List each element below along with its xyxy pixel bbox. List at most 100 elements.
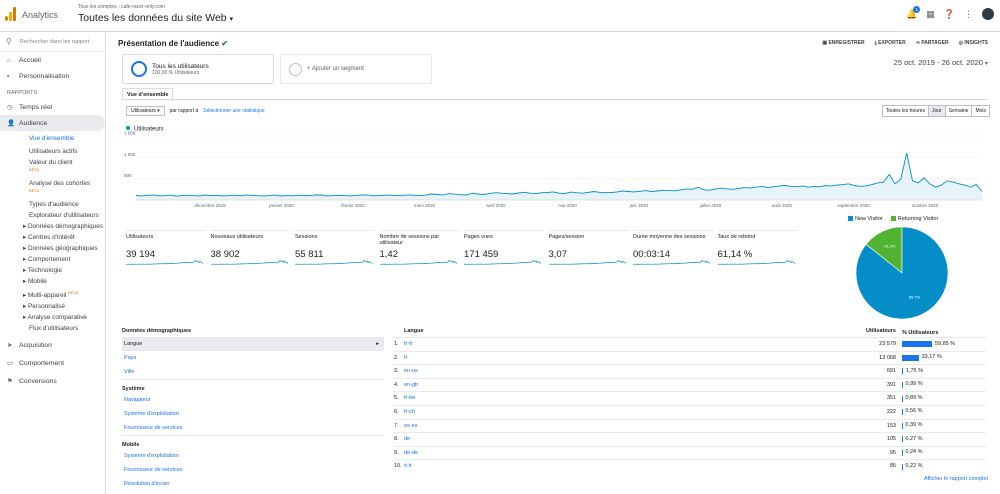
row-language-link[interactable]: de [404, 436, 411, 443]
metric-card[interactable]: Taux de rebond 61,14 % [717, 230, 798, 265]
metric-card[interactable]: Nouveaux utilisateurs 38 902 [210, 230, 291, 265]
dim-mobile-os[interactable]: Système d'exploitation [124, 453, 179, 459]
search-input[interactable]: Rechercher dans les rapport [19, 38, 90, 45]
nav-user-explorer[interactable]: Explorateur d'utilisateurs [29, 212, 99, 220]
period-week[interactable]: Semaine [944, 105, 973, 117]
segment-all-users[interactable]: Tous les utilisateurs 100,00 % Utilisate… [122, 54, 274, 84]
avatar[interactable] [982, 8, 994, 20]
legend-new-label: New Visitor [855, 216, 883, 222]
nav-custom[interactable]: ▸ Personnalisé [0, 301, 105, 312]
row-language-link[interactable]: es-es [404, 422, 418, 429]
pie-slice-new-visitor[interactable] [855, 226, 949, 320]
nav-interests-label: Centres d'intérêt [27, 234, 75, 242]
nav-conversions[interactable]: ⚑ Conversions [0, 373, 105, 389]
save-button[interactable]: ▣ ENREGISTRER [822, 40, 864, 46]
period-toggle: Toutes les heures Jour Semaine Mois [881, 105, 990, 117]
visitor-pie-chart[interactable]: 14,3% 85,7% [854, 225, 950, 321]
caret-down-icon: ▾ [984, 61, 988, 67]
dim-country[interactable]: Pays [124, 355, 137, 361]
sidebar-search[interactable]: ⚲ Rechercher dans les rapport [0, 32, 105, 52]
share-button[interactable]: ⋖ PARTAGER [916, 40, 949, 46]
dim-screen-resolution[interactable]: Résolution d'écran [124, 481, 170, 487]
dim-city[interactable]: Ville [124, 369, 135, 375]
dimension-list: Données démographiques Langue Pays Ville… [122, 328, 384, 491]
nav-active-users[interactable]: Utilisateurs actifs [29, 148, 78, 155]
view-selector[interactable]: Toutes les données du site Web ▾ [78, 12, 233, 24]
tab-overview[interactable]: Vue d'ensemble [122, 88, 174, 101]
row-pct: 0,89 % [902, 392, 986, 405]
metric-sparkline [633, 259, 711, 265]
metric-card[interactable]: Nombre de sessions par utilisateur 1,42 [379, 230, 460, 265]
nav-demographics[interactable]: ▸ Données démographiques [0, 221, 105, 232]
dim-service-provider[interactable]: Fournisseur de services [124, 425, 183, 431]
dim-mobile-provider[interactable]: Fournisseur de services [124, 467, 183, 473]
metric-card[interactable]: Durée moyenne des sessions 00:03:14 [633, 230, 713, 265]
row-language-link[interactable]: it-it [404, 463, 412, 470]
nav-technology[interactable]: ▸ Technologie [0, 265, 105, 276]
nav-home[interactable]: ⌂ Accueil [0, 52, 105, 68]
nav-audience[interactable]: 👤 Audience [0, 115, 105, 131]
nav-audiences[interactable]: Types d'audience [29, 201, 79, 209]
nav-mobile[interactable]: ▸ Mobile [0, 276, 105, 287]
nav-cohort-analysis[interactable]: Analyse des cohortes BÊTA [0, 178, 105, 199]
toolbar-icons: 🔔 1 ▦ ❓ ⋮ [906, 5, 994, 20]
metric-card[interactable]: Pages vues 171 459 [464, 230, 544, 265]
row-language-link[interactable]: fr [404, 354, 408, 361]
row-language-link[interactable]: en-us [404, 368, 418, 375]
bell-icon[interactable]: 🔔 1 [906, 5, 921, 20]
breadcrumb-property[interactable]: cafe-racer-only.com [121, 4, 165, 10]
caret-right-icon: ▸ [23, 245, 28, 253]
period-day[interactable]: Jour [927, 105, 946, 117]
nav-realtime[interactable]: ◷ Temps réel [0, 99, 105, 115]
metric-label: Nouveaux utilisateurs [210, 234, 264, 240]
nav-interests[interactable]: ▸ Centres d'intérêt [0, 232, 105, 243]
users-trend-chart[interactable]: Utilisateurs 500 1 000 1 500 décembre 2019 j… [122, 124, 988, 212]
metric-card[interactable]: Utilisateurs 39 194 [126, 230, 206, 265]
nav-acquisition[interactable]: ➤ Acquisition [0, 337, 105, 353]
breadcrumb[interactable]: Tous les comptes › cafe-racer-only.com [78, 4, 165, 10]
dashboard-icon: ▪ [7, 72, 10, 80]
nav-behavior-top[interactable]: ▭ Comportement [0, 355, 105, 371]
row-users: 85 [889, 463, 896, 470]
metric-select[interactable]: Utilisateurs ▾ [126, 106, 165, 116]
help-icon[interactable]: ❓ [943, 8, 955, 19]
row-users: 105 [886, 436, 896, 443]
nav-customization[interactable]: ▪ Personnalisation [0, 68, 105, 84]
legend-swatch [890, 216, 896, 222]
row-language-link[interactable]: fr-be [404, 395, 416, 402]
table-row: 6. fr-ch 222 0,56 % [394, 404, 986, 419]
table-row: 7. es-es 153 0,39 % [394, 418, 986, 433]
date-range-picker[interactable]: 25 oct. 2019 - 26 oct. 2020 ▾ [894, 58, 988, 67]
row-pct: 0,39 % [902, 420, 986, 433]
nav-behavior[interactable]: ▸ Comportement [0, 254, 105, 265]
select-metric-link[interactable]: Sélectionner une statistique [203, 108, 265, 114]
metric-card[interactable]: Sessions 55 811 [295, 230, 375, 265]
nav-audience-overview[interactable]: Vue d'ensemble [29, 135, 75, 142]
period-month[interactable]: Mois [971, 105, 990, 117]
breadcrumb-account[interactable]: Tous les comptes [78, 4, 117, 10]
period-hourly[interactable]: Toutes les heures [881, 105, 929, 117]
apps-grid-icon[interactable]: ▦ [926, 8, 935, 19]
dim-language[interactable]: Langue [122, 337, 384, 351]
nav-lifetime-value[interactable]: Valeur du client BÊTA [0, 157, 105, 178]
nav-cross-device[interactable]: ▸ Multi-appareil BÊTA [0, 287, 105, 301]
insights-button[interactable]: ◎ INSIGHTS [959, 40, 988, 46]
top-bar: Analytics Tous les comptes › cafe-racer-… [0, 0, 1000, 32]
beta-badge: BÊTA [29, 167, 40, 172]
full-report-link[interactable]: Afficher le rapport complet [923, 476, 988, 482]
row-language-link[interactable]: fr-ch [404, 408, 415, 415]
nav-benchmarking[interactable]: ▸ Analyse comparative [0, 312, 105, 323]
export-button[interactable]: ⤓ EXPORTER [875, 40, 906, 46]
add-segment-button[interactable]: + Ajouter un segment [280, 54, 432, 84]
dim-browser[interactable]: Navigateur [124, 397, 151, 403]
more-vert-icon[interactable]: ⋮ [964, 8, 973, 19]
nav-geo[interactable]: ▸ Données géographiques [0, 243, 105, 254]
row-pct: 0,22 % [902, 460, 986, 473]
nav-users-flow[interactable]: Flux d'utilisateurs [29, 325, 79, 333]
dim-os[interactable]: Système d'exploitation [124, 411, 179, 417]
row-language-link[interactable]: fr-fr [404, 341, 413, 347]
row-language-link[interactable]: en-gb [404, 381, 419, 388]
row-language-link[interactable]: de-de [404, 449, 419, 456]
analytics-logo[interactable] [5, 7, 17, 21]
metric-card[interactable]: Pages/session 3,07 [548, 230, 629, 265]
